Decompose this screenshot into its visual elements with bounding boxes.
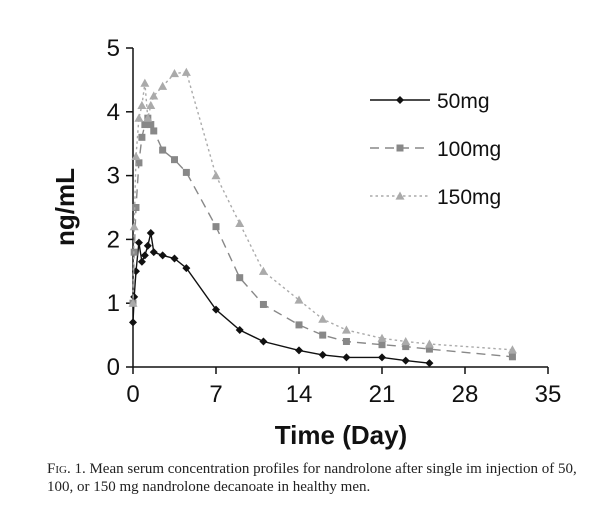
data-point-100mg — [508, 353, 516, 361]
legend-label-50mg: 50mg — [437, 90, 490, 113]
data-point-150mg — [129, 222, 139, 231]
data-point-100mg — [319, 331, 327, 339]
data-point-100mg — [295, 321, 303, 329]
x-tick-label: 21 — [369, 381, 396, 408]
chart-series — [128, 67, 517, 368]
data-point-150mg — [424, 339, 434, 348]
data-point-150mg — [149, 91, 159, 100]
data-point-100mg — [425, 345, 433, 353]
y-tick-label: 1 — [107, 290, 120, 317]
data-point-100mg — [236, 274, 244, 282]
legend-label-100mg: 100mg — [437, 138, 501, 161]
data-point-50mg — [140, 251, 149, 260]
data-point-100mg — [132, 204, 140, 211]
chart: 0 1 2 3 4 5 0 7 14 21 28 35 50mg 100mg 150mg Time (Da… — [50, 35, 562, 450]
figure-caption: Fig. 1. Mean serum concentration profile… — [47, 460, 577, 496]
data-point-50mg — [425, 359, 434, 368]
y-tick-label: 2 — [107, 226, 120, 253]
y-tick-label: 3 — [107, 163, 120, 190]
data-point-50mg — [149, 248, 158, 257]
data-point-50mg — [170, 254, 179, 263]
data-point-50mg — [130, 292, 139, 301]
y-tick-label: 0 — [107, 354, 120, 381]
legend-marker-50mg — [396, 96, 404, 104]
data-point-50mg — [235, 325, 244, 334]
data-point-150mg — [258, 266, 268, 275]
chart-axes: 0 1 2 3 4 5 0 7 14 21 28 35 — [107, 35, 562, 408]
data-point-50mg — [378, 353, 386, 362]
data-point-150mg — [507, 345, 517, 354]
data-point-150mg — [181, 67, 191, 76]
data-point-150mg — [128, 298, 138, 307]
data-point-150mg — [401, 336, 411, 346]
y-tick-label: 5 — [107, 35, 120, 62]
data-point-100mg — [402, 343, 410, 351]
data-point-150mg — [377, 333, 387, 342]
data-point-100mg — [141, 121, 149, 129]
data-point-50mg — [401, 356, 410, 365]
data-point-50mg — [137, 257, 146, 266]
data-point-50mg — [212, 305, 220, 314]
data-point-100mg — [171, 156, 178, 164]
data-point-100mg — [147, 121, 155, 129]
data-point-100mg — [150, 127, 158, 135]
x-tick-label: 14 — [286, 381, 313, 408]
data-point-100mg — [342, 337, 350, 345]
data-point-50mg — [158, 251, 167, 260]
series-line-100mg — [132, 116, 513, 358]
data-point-150mg — [294, 295, 304, 304]
series-line-150mg — [132, 71, 513, 351]
x-tick-label: 35 — [535, 381, 562, 408]
series-100mg — [129, 114, 516, 361]
figure-caption-text: Mean serum concentration profiles for na… — [47, 461, 577, 495]
data-point-150mg — [211, 171, 221, 180]
data-point-150mg — [318, 314, 328, 323]
series-150mg — [128, 67, 517, 354]
series-50mg — [129, 229, 434, 368]
x-tick-label: 0 — [126, 381, 139, 408]
data-point-100mg — [135, 159, 143, 167]
data-point-50mg — [134, 238, 143, 247]
legend-marker-100mg — [396, 144, 404, 152]
data-point-150mg — [235, 218, 245, 228]
data-point-50mg — [146, 229, 155, 238]
data-point-50mg — [143, 241, 152, 250]
data-point-50mg — [182, 264, 191, 273]
x-axis-label: Time (Day) — [275, 420, 407, 450]
data-point-100mg — [378, 341, 386, 349]
y-axis-label: ng/mL — [50, 168, 80, 246]
data-point-150mg — [146, 100, 156, 110]
data-point-150mg — [134, 113, 144, 122]
figure-caption-label: Fig. 1. — [47, 461, 86, 477]
data-point-50mg — [342, 353, 351, 362]
data-point-50mg — [295, 346, 303, 355]
data-point-150mg — [140, 78, 150, 87]
data-point-150mg — [170, 69, 179, 78]
data-point-100mg — [182, 168, 190, 176]
x-tick-label: 7 — [209, 381, 222, 408]
y-tick-label: 4 — [107, 99, 120, 126]
data-point-150mg — [137, 100, 147, 110]
data-point-100mg — [159, 146, 167, 154]
legend-marker-150mg — [395, 191, 405, 200]
data-point-150mg — [143, 113, 153, 122]
data-point-50mg — [259, 337, 268, 346]
data-point-50mg — [318, 350, 327, 359]
data-point-100mg — [259, 300, 267, 308]
data-point-150mg — [341, 325, 351, 334]
data-point-100mg — [212, 223, 220, 231]
chart-legend: 50mg 100mg 150mg — [370, 90, 501, 209]
data-point-150mg — [131, 151, 141, 161]
data-point-150mg — [158, 81, 168, 90]
data-point-100mg — [138, 133, 146, 141]
data-point-50mg — [129, 318, 137, 327]
x-tick-label: 28 — [452, 381, 479, 408]
legend-label-150mg: 150mg — [437, 186, 501, 209]
